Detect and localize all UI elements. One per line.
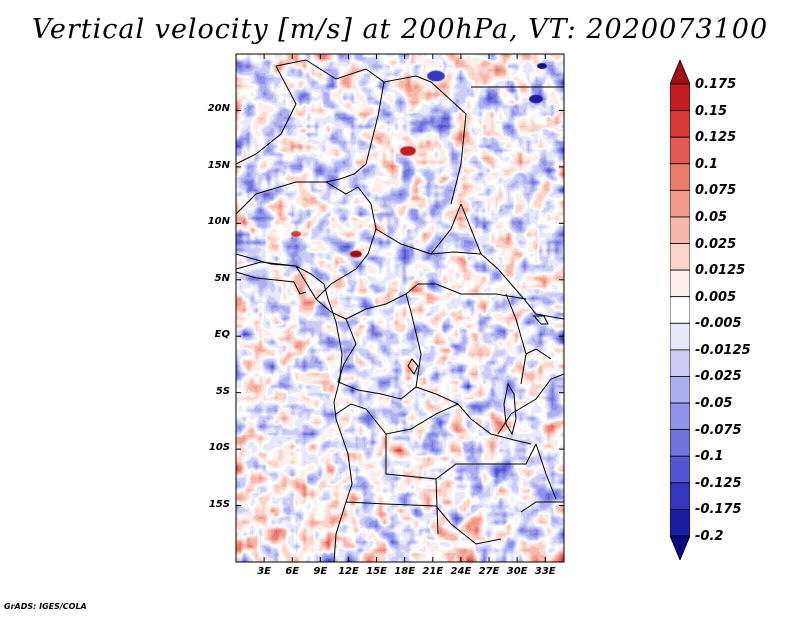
- border-path: [497, 373, 565, 435]
- border-path: [430, 81, 467, 205]
- lon-label: 6E: [285, 566, 300, 577]
- colorbar-cell: [670, 296, 690, 324]
- border-path: [430, 251, 482, 255]
- border-path: [275, 59, 432, 83]
- lon-label: 15E: [366, 566, 387, 577]
- colorbar-cell: [670, 482, 690, 510]
- lat-label: 10S: [208, 442, 230, 454]
- coastline-path: [235, 271, 307, 295]
- border-path: [337, 318, 359, 391]
- lon-label: 3E: [257, 566, 271, 577]
- lon-label: 27E: [478, 566, 500, 577]
- border-path: [325, 81, 385, 183]
- border-path: [235, 181, 359, 215]
- border-path: [405, 293, 422, 388]
- colorbar-cell: [670, 322, 690, 351]
- colorbar-cell: [670, 216, 690, 244]
- colorbar-cell: [670, 402, 690, 431]
- border-path: [375, 203, 462, 255]
- lat-label: 5S: [215, 385, 230, 397]
- colorbar-label: 0.175: [695, 77, 737, 92]
- colorbar-cell: [670, 349, 690, 377]
- lat-label: 15S: [208, 498, 230, 510]
- border-path: [505, 293, 527, 385]
- colorbar-label: -0.075: [695, 422, 742, 438]
- colorbar-label: 0.15: [695, 103, 728, 119]
- country-borders: [235, 59, 565, 563]
- colorbar-cell: [670, 269, 690, 298]
- colorbar-label: -0.175: [695, 502, 742, 518]
- colorbar-label: -0.0125: [695, 342, 751, 358]
- colorbar-label: -0.025: [695, 369, 742, 385]
- colorbar-cell: [670, 429, 690, 457]
- colorbar-cell: [670, 376, 690, 404]
- lake-path: [407, 358, 419, 375]
- colorbar: [670, 60, 690, 560]
- colorbar-label: 0.005: [695, 289, 737, 305]
- colorbar-label: 0.125: [695, 130, 737, 146]
- colorbar-label: -0.125: [695, 475, 742, 491]
- lon-label: 24E: [450, 566, 472, 577]
- lon-label: 18E: [394, 566, 416, 577]
- map-panel: [235, 53, 565, 563]
- colorbar-cell: [670, 83, 690, 111]
- colorbar-label: 0.0125: [695, 263, 746, 279]
- colorbar-label: -0.1: [695, 449, 724, 465]
- colorbar-label: -0.05: [695, 396, 733, 412]
- colorbar-label: 0.05: [695, 209, 728, 225]
- axis-ticks: [236, 54, 564, 562]
- border-path: [460, 203, 565, 320]
- colorbar-cell: [670, 110, 690, 138]
- chart-title: Vertical velocity [m/s] at 200hPa, VT: 2…: [31, 14, 769, 45]
- border-path: [345, 283, 527, 320]
- border-path: [435, 443, 537, 480]
- lon-label: 12E: [338, 566, 359, 577]
- colorbar-label: -0.005: [695, 316, 742, 332]
- lat-label: EQ: [214, 329, 230, 341]
- colorbar-label: -0.2: [695, 529, 724, 544]
- border-path: [520, 501, 564, 513]
- border-path: [333, 501, 347, 563]
- footer-credit: GrADS: IGES/COLA: [4, 602, 87, 611]
- colorbar-cell: [670, 60, 690, 85]
- colorbar-label: 0.025: [695, 236, 737, 252]
- border-path: [345, 501, 502, 545]
- lon-label: 21E: [422, 566, 444, 577]
- lat-label: 15N: [207, 159, 230, 171]
- lat-label: 10N: [207, 216, 230, 228]
- colorbar-label: 0.1: [695, 156, 719, 172]
- border-path: [235, 65, 297, 165]
- lake-path: [532, 315, 549, 325]
- colorbar-cell: [670, 163, 690, 191]
- colorbar-cell: [670, 243, 690, 271]
- lat-label: 5N: [214, 272, 230, 284]
- border-path: [457, 403, 532, 445]
- colorbar-label: 0.075: [695, 183, 737, 199]
- colorbar-cell: [670, 136, 690, 165]
- lon-label: 30E: [506, 566, 528, 577]
- border-path: [385, 434, 439, 535]
- border-path: [525, 348, 552, 360]
- lon-label: 9E: [313, 566, 328, 577]
- map-frame: [235, 53, 565, 563]
- border-path: [235, 261, 347, 320]
- map-overlay: [235, 53, 565, 563]
- border-path: [315, 186, 377, 300]
- colorbar-cell: [670, 509, 690, 537]
- border-path: [535, 443, 557, 500]
- colorbar-cell: [670, 455, 690, 484]
- coastline-path: [235, 253, 353, 503]
- border-path: [335, 403, 459, 435]
- lake-path: [503, 382, 517, 436]
- lat-label: 20N: [207, 103, 230, 115]
- colorbar-cell: [670, 189, 690, 218]
- border-path: [357, 386, 459, 405]
- vertical-velocity-field: [236, 54, 564, 562]
- colorbar-cell: [670, 535, 690, 560]
- lon-label: 33E: [534, 566, 556, 577]
